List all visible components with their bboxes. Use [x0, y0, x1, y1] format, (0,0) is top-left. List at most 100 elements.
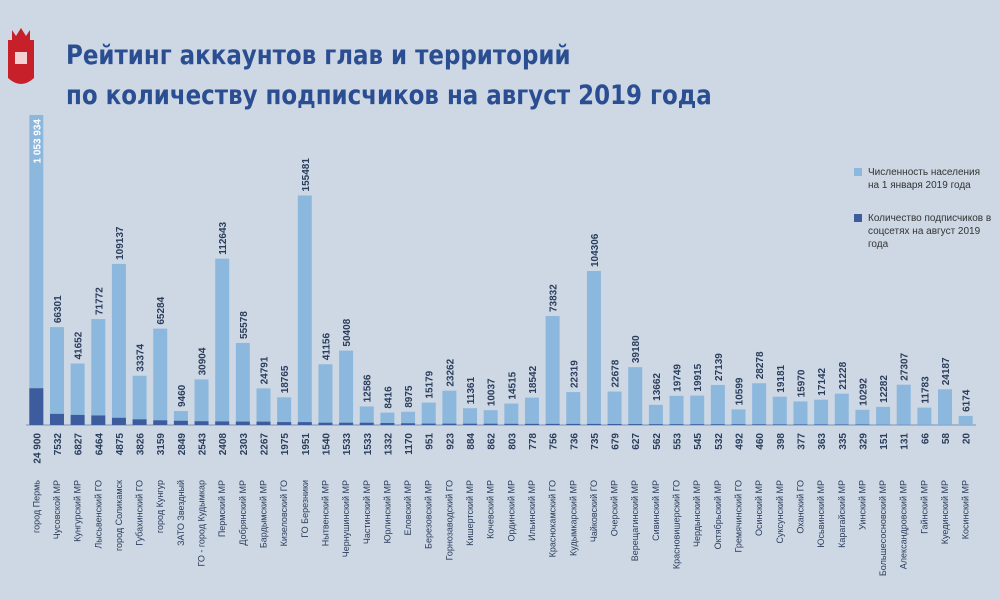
bar	[876, 406, 891, 425]
value-label: 58	[941, 433, 952, 445]
bar	[49, 327, 64, 425]
x-tick-label: Косинский МР	[961, 480, 971, 539]
value-label: 7532	[53, 433, 64, 456]
bar	[814, 399, 829, 425]
x-tick-label: Кудымкарский МР	[568, 480, 578, 556]
bar	[483, 423, 498, 425]
value-label: 71772	[94, 287, 105, 315]
emblem	[8, 28, 34, 84]
bar	[793, 424, 808, 425]
value-label: 33374	[136, 343, 147, 371]
bar	[318, 422, 333, 425]
value-label: 19749	[673, 364, 684, 392]
bar	[896, 384, 911, 425]
x-tick-label: Гремячинский ГО	[734, 480, 744, 553]
bar	[917, 407, 932, 425]
value-label: 1533	[363, 433, 374, 456]
bar	[91, 319, 106, 425]
bar	[648, 424, 663, 425]
x-tick-label: Ординский МР	[506, 480, 516, 542]
x-tick-label: Березовский МР	[424, 480, 434, 549]
bar	[380, 412, 395, 425]
value-label: 27307	[900, 352, 911, 380]
x-tick-label: Красновишерский ГО	[672, 480, 682, 569]
bar	[297, 195, 312, 425]
value-label: 335	[838, 433, 849, 450]
legend-entry: Количество подписчиков в соцсетях на авг…	[854, 212, 993, 251]
bar	[607, 423, 622, 425]
value-label: 24187	[941, 357, 952, 385]
x-tick-label: город Кунгур	[155, 480, 165, 533]
bar	[628, 367, 643, 425]
bar	[318, 364, 333, 425]
bar	[710, 384, 725, 425]
bar	[483, 410, 498, 425]
bar	[297, 422, 312, 425]
bar	[235, 421, 250, 425]
value-label: 41652	[74, 331, 85, 359]
value-label: 492	[735, 433, 746, 450]
value-label: 109137	[115, 226, 126, 260]
x-tick-label: Кочевский МР	[486, 480, 496, 539]
x-tick-label: город Пермь	[31, 480, 41, 533]
value-label: 460	[755, 433, 766, 450]
value-label: 17142	[817, 367, 828, 395]
bar	[29, 115, 44, 425]
value-label: 1170	[404, 433, 415, 455]
value-label: 21228	[838, 361, 849, 389]
x-tick-label: Бардымский МР	[259, 480, 269, 548]
chart-title: Рейтинг аккаунтов глав и территорий по к…	[66, 40, 712, 111]
x-tick-label: Чернушинский МР	[341, 480, 351, 557]
value-label: 22319	[569, 360, 580, 388]
value-label: 27139	[714, 353, 725, 381]
x-tick-label: Уинский МР	[857, 480, 867, 530]
bar	[277, 397, 292, 425]
x-tick-label: Кунгурский МР	[73, 480, 83, 542]
bar	[194, 421, 209, 425]
value-label: 627	[631, 433, 642, 450]
value-label: 9460	[177, 384, 188, 407]
x-tick-label: Краснокамский ГО	[548, 480, 558, 557]
x-tick-label: Оханский ГО	[795, 480, 805, 534]
x-tick-label: Гайнский МР	[919, 480, 929, 534]
bar	[442, 423, 457, 425]
bar	[421, 423, 436, 425]
x-tick-label: Куединский МР	[940, 480, 950, 544]
bar	[752, 424, 767, 425]
bar	[524, 423, 539, 425]
x-tick-label: Нытвенский МР	[320, 480, 330, 546]
bar	[731, 409, 746, 425]
value-label: 41156	[321, 333, 332, 361]
bar	[669, 395, 684, 425]
bar	[111, 417, 126, 425]
x-tick-label: Очерский МР	[610, 480, 620, 536]
bar	[380, 423, 395, 425]
value-label: 553	[673, 433, 684, 450]
bar	[834, 393, 849, 425]
bar	[586, 271, 601, 425]
x-tick-label: Сивинский МР	[651, 480, 661, 541]
value-label: 50408	[342, 318, 353, 346]
value-label: 23262	[445, 358, 456, 386]
legend-swatch	[854, 214, 862, 222]
x-tick-label: Чердынский МР	[692, 480, 702, 547]
bar	[70, 363, 85, 425]
x-tick-label: город Соликамск	[114, 480, 124, 551]
value-label: 8416	[383, 386, 394, 409]
value-label: 19915	[693, 363, 704, 391]
bar	[235, 342, 250, 425]
value-label: 1 053 934	[32, 119, 43, 164]
bar	[648, 404, 663, 425]
x-tick-label: Частинский МР	[362, 480, 372, 544]
value-label: 11361	[466, 377, 477, 405]
value-label: 30904	[198, 347, 209, 375]
x-tick-label: Еловский МР	[403, 480, 413, 536]
bar	[277, 422, 292, 425]
value-label: 151	[879, 433, 890, 450]
value-label: 10037	[487, 378, 498, 406]
x-tick-label: Губахинский ГО	[135, 480, 145, 546]
bar	[359, 406, 374, 425]
bar	[194, 379, 209, 425]
legend-label: Количество подписчиков в соцсетях на авг…	[868, 213, 992, 250]
value-label: 2543	[198, 433, 209, 456]
